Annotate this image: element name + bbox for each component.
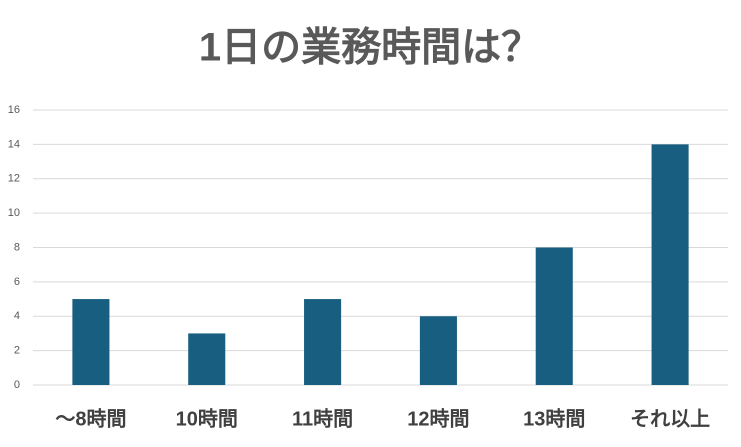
y-tick-label: 2 — [14, 345, 20, 357]
y-tick-label: 6 — [14, 276, 20, 288]
bar — [535, 247, 573, 385]
bar — [72, 299, 110, 385]
x-tick-label: 13時間 — [523, 406, 585, 430]
bar — [304, 299, 342, 385]
x-tick-label: 10時間 — [176, 406, 238, 430]
bar — [651, 144, 689, 385]
bar — [188, 333, 226, 385]
bar — [419, 316, 457, 385]
chart-title: 1日の業務時間は？ — [199, 26, 541, 70]
y-tick-label: 4 — [14, 310, 20, 322]
y-tick-label: 0 — [14, 379, 20, 391]
x-tick-label: それ以上 — [630, 407, 710, 430]
y-tick-label: 16 — [8, 104, 20, 116]
y-tick-label: 8 — [14, 241, 20, 253]
y-tick-label: 10 — [8, 207, 20, 219]
x-tick-label: 11時間 — [292, 406, 353, 430]
y-tick-label: 14 — [8, 138, 20, 150]
x-tick-label: 〜8時間 — [55, 406, 126, 430]
y-tick-label: 12 — [8, 173, 20, 185]
x-tick-label: 12時間 — [407, 406, 469, 430]
